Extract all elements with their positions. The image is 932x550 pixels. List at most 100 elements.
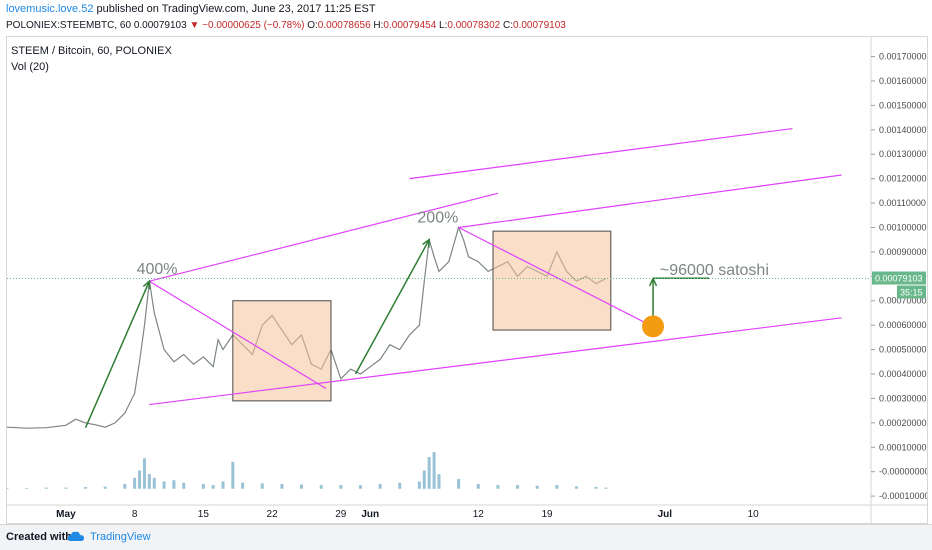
x-tick-label: 19	[541, 509, 553, 520]
volume-bar	[555, 485, 559, 489]
volume-bar	[64, 487, 68, 489]
y-tick-label: 0.00170000	[879, 52, 927, 62]
annotation-label: 400%	[137, 261, 178, 278]
volume-bar	[535, 485, 539, 489]
annotation-label: ~96000 satoshi	[660, 262, 769, 279]
last-price-label: 0.00079103	[875, 274, 923, 284]
volume-bar	[496, 485, 500, 489]
h-value: 0.00079454	[383, 20, 437, 31]
last-price-tag	[872, 271, 926, 285]
chart-svg[interactable]: 0.00170000 0.00160000 0.00150000 0.00140000…	[7, 37, 927, 523]
y-tick-label: 0.00090000	[879, 247, 927, 257]
y-tick-label: 0.00060000	[879, 320, 927, 330]
chart-area[interactable]: 0.00170000 0.00160000 0.00150000 0.00140000…	[6, 36, 928, 524]
h-label: H:	[373, 20, 384, 31]
x-tick-label: 12	[473, 509, 485, 520]
trend-line	[149, 192, 499, 282]
created-with-text: Created with	[6, 531, 73, 543]
change-arrow: ▼	[189, 20, 200, 31]
last-price: 0.00079103	[133, 20, 187, 31]
volume-bar	[457, 479, 461, 489]
y-tick-label: 0.00120000	[879, 174, 927, 184]
volume-bar	[260, 483, 264, 489]
volume-bar	[241, 482, 245, 489]
volume-bar	[437, 474, 441, 489]
volume-bar	[123, 483, 127, 489]
arrow-line	[354, 239, 430, 375]
arrow-head	[142, 279, 151, 290]
x-tick-label: Jun	[361, 509, 379, 520]
volume-bar	[594, 486, 598, 489]
volume-bar	[147, 474, 151, 489]
trend-line	[458, 174, 842, 229]
arrow-head	[422, 238, 431, 248]
volume-bar	[476, 483, 480, 489]
y-tick-label: 0.00050000	[879, 345, 927, 355]
volume-bar	[44, 487, 48, 489]
volume-bar	[133, 477, 137, 489]
y-tick-label: 0.00160000	[879, 76, 927, 86]
y-tick-label: 0.00040000	[879, 369, 927, 379]
annotation-box	[232, 300, 332, 402]
x-tick-label: May	[56, 509, 76, 520]
change-value: −0.00000625 (−0.78%)	[202, 20, 305, 31]
tradingview-cloud-icon	[68, 531, 84, 541]
volume-bar	[604, 487, 608, 489]
trend-line	[409, 127, 793, 180]
volume-bar	[398, 482, 402, 489]
y-tick-label: -0.00010000	[879, 491, 927, 501]
footer-bar: Created with TradingView	[0, 524, 932, 550]
volume-bar	[138, 470, 142, 489]
chart-header: lovemusic.love.52 published on TradingVi…	[0, 0, 932, 36]
volume-bar	[432, 452, 436, 489]
o-label: O:	[307, 20, 318, 31]
l-label: L:	[439, 20, 448, 31]
volume-bar	[378, 483, 382, 489]
y-tick-label: 0.00100000	[879, 222, 927, 232]
x-tick-label: 8	[132, 509, 138, 520]
x-tick-label: 15	[198, 509, 210, 520]
volume-bar	[162, 481, 166, 489]
volume-bar	[417, 481, 421, 489]
volume-bar	[201, 483, 205, 489]
published-text: published on TradingView.com, June 23, 2…	[96, 3, 376, 15]
author-link[interactable]: lovemusic.love.52	[6, 3, 94, 15]
trend-line	[149, 317, 842, 406]
o-value: 0.00078656	[317, 20, 371, 31]
volume-bar	[7, 487, 9, 489]
countdown-tag	[897, 285, 926, 299]
x-tick-label: 10	[748, 509, 760, 520]
volume-bar	[103, 486, 107, 489]
x-tick-label: 22	[267, 509, 279, 520]
symbol-label: POLONIEX:STEEMBTC, 60	[6, 20, 132, 31]
volume-bar	[84, 487, 88, 489]
volume-bar	[152, 477, 156, 489]
x-tick-label: Jul	[658, 509, 673, 520]
annotation-box	[492, 230, 612, 331]
volume-bar	[574, 486, 578, 489]
y-tick-label: 0.00140000	[879, 125, 927, 135]
target-circle	[642, 315, 665, 338]
tradingview-brand-link[interactable]: TradingView	[90, 531, 151, 543]
x-tick-label: 29	[335, 509, 347, 520]
y-tick-label: 0.00130000	[879, 149, 927, 159]
annotation-label: 200%	[417, 210, 458, 227]
trend-line	[458, 226, 651, 326]
countdown-label: 35:15	[900, 288, 923, 298]
volume-bar	[142, 458, 146, 489]
y-tick-label: 0.00030000	[879, 393, 927, 403]
c-value: 0.00079103	[513, 20, 566, 31]
volume-bar	[182, 482, 186, 489]
volume-bar	[231, 461, 235, 489]
c-label: C:	[503, 20, 514, 31]
symbol-ohlc-line: POLONIEX:STEEMBTC, 60 0.00079103 ▼ −0.00…	[6, 20, 566, 31]
y-tick-label: 0.00010000	[879, 442, 927, 452]
volume-bar	[427, 457, 431, 489]
volume-bar	[516, 485, 520, 489]
volume-indicator-label: Vol (20)	[11, 61, 49, 73]
y-tick-label: -0.00000000	[879, 467, 927, 477]
volume-bar	[358, 485, 362, 489]
y-tick-label: 0.00110000	[879, 198, 926, 208]
l-value: 0.00078302	[447, 20, 501, 31]
volume-bar	[211, 485, 215, 489]
